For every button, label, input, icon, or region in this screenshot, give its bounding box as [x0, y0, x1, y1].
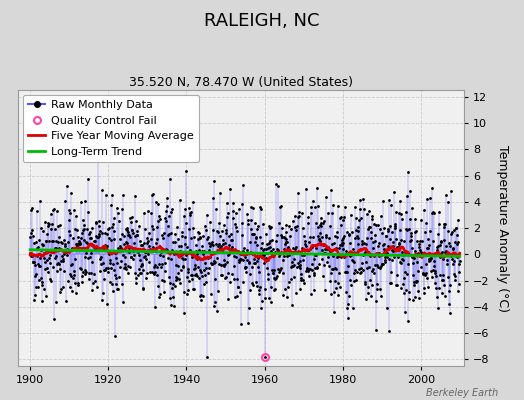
Title: 35.520 N, 78.470 W (United States): 35.520 N, 78.470 W (United States)	[129, 76, 353, 89]
Text: RALEIGH, NC: RALEIGH, NC	[204, 12, 320, 30]
Legend: Raw Monthly Data, Quality Control Fail, Five Year Moving Average, Long-Term Tren: Raw Monthly Data, Quality Control Fail, …	[23, 95, 199, 162]
Y-axis label: Temperature Anomaly (°C): Temperature Anomaly (°C)	[496, 144, 509, 312]
Text: Berkeley Earth: Berkeley Earth	[425, 388, 498, 398]
